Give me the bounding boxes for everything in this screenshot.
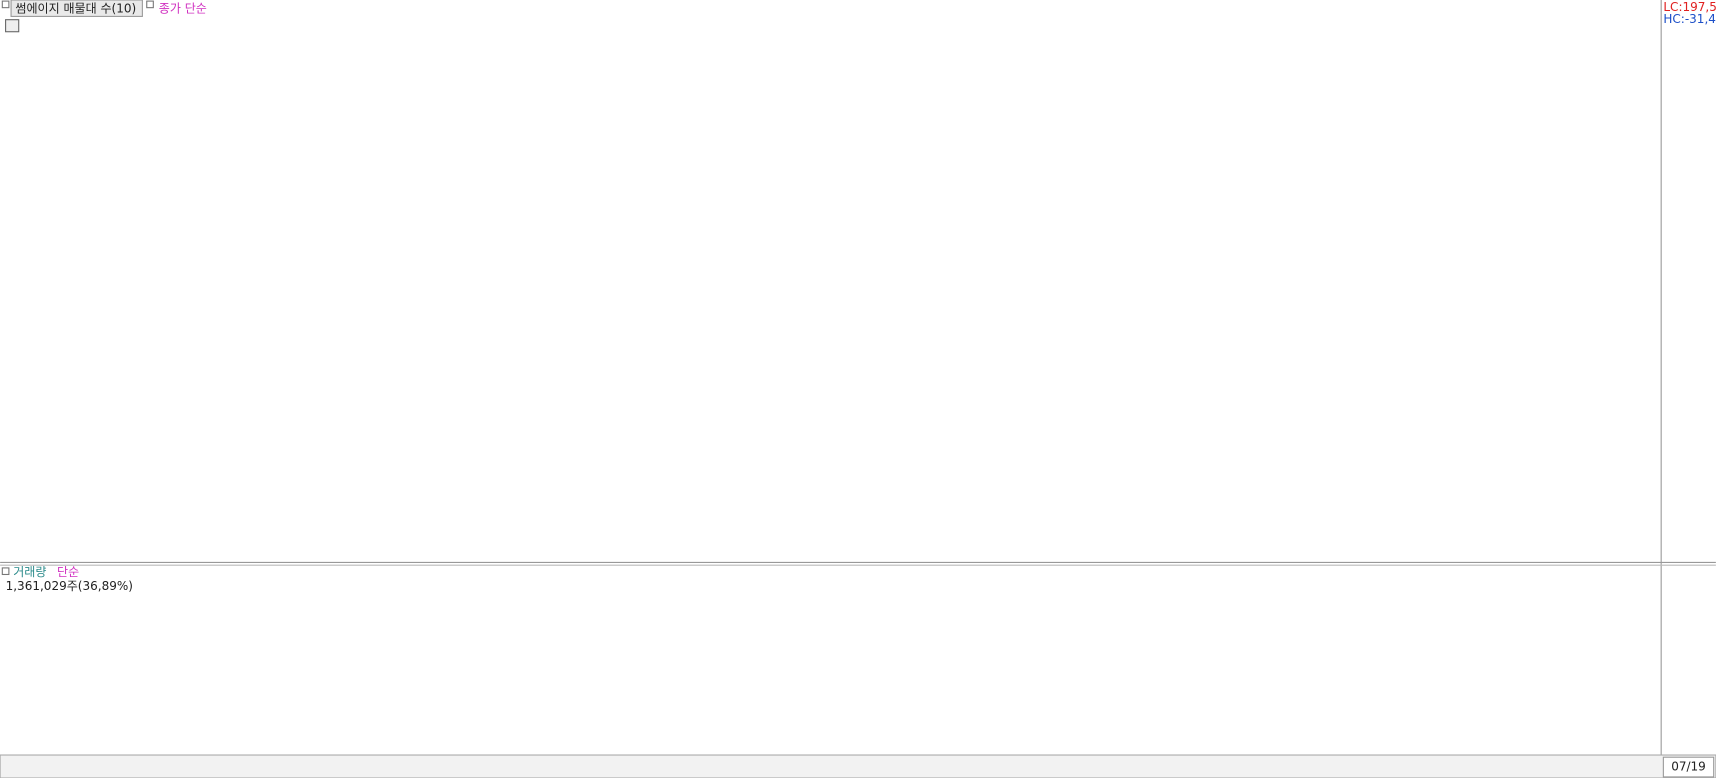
last-volume: 1,361,029주(36,89%) <box>6 579 133 593</box>
icon <box>146 0 154 9</box>
icon <box>1 567 10 576</box>
icon <box>1 0 10 9</box>
volume-legend: 거래량 <box>13 565 46 579</box>
lc-label: LC:197,50 <box>1663 0 1716 14</box>
chart-title: 썸에이지 매물대 수(10) <box>15 1 136 15</box>
hc-label: HC:-31,48 <box>1663 12 1716 26</box>
price-legend: 종가 단순 <box>159 1 207 15</box>
x-axis-bar <box>0 754 1716 778</box>
last-date: 07/19 <box>1671 760 1706 774</box>
volume-method: 단순 <box>57 565 79 579</box>
table-icon[interactable] <box>5 19 20 33</box>
title-box <box>10 0 143 17</box>
last-date-box <box>1662 756 1715 778</box>
